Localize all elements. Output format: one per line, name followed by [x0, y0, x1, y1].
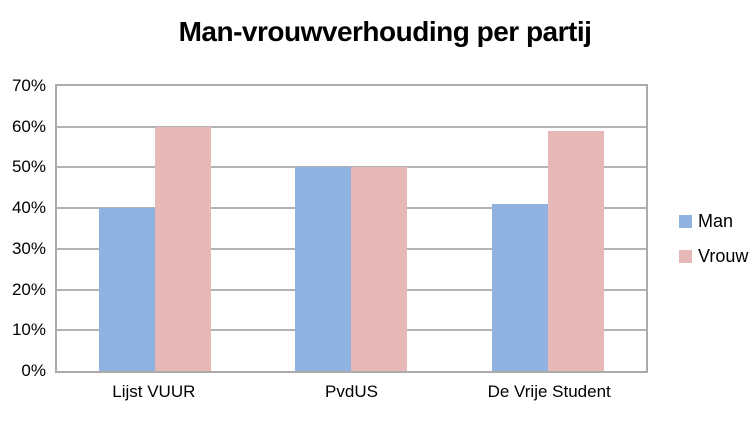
bar-man-pvdus [295, 167, 352, 371]
legend: Man Vrouw [679, 209, 748, 279]
y-tick-label-0: 0% [21, 361, 46, 380]
chart-title: Man-vrouwverhouding per partij [178, 16, 592, 47]
bar-group-lijst-vuur [57, 86, 253, 371]
y-tick-label-70: 70% [11, 76, 46, 95]
legend-label-vrouw: Vrouw [698, 246, 749, 266]
bar-vrouw-pvdus [351, 167, 408, 371]
y-tick-label-40: 40% [11, 198, 46, 218]
y-tick-label-20: 20% [11, 279, 46, 299]
legend-swatch-icon-vrouw [679, 249, 692, 263]
y-axis-tick-labels: 0% 10% 20% 30% 40% 50% 60% 70% [0, 77, 46, 380]
legend-item-vrouw: Vrouw [679, 244, 748, 268]
bar-group-de-vrije-student [450, 86, 646, 371]
plot-area [55, 84, 648, 373]
bar-man-de-vrije-student [491, 204, 548, 371]
gridline-60 [57, 125, 646, 128]
x-category-label-pvdus: PvdUS [325, 382, 378, 401]
y-tick-label-10: 10% [11, 320, 46, 340]
bar-vrouw-lijst-vuur [155, 126, 212, 371]
x-category-label-de-vrije-student: De Vrije Student [487, 382, 611, 401]
x-axis-category-labels: Lijst VUUR PvdUS De Vrije Student [55, 382, 648, 402]
bar-vrouw-de-vrije-student [547, 130, 604, 371]
bars [57, 86, 646, 371]
y-tick-label-60: 60% [11, 116, 46, 136]
legend-label-man: Man [698, 211, 734, 231]
bar-man-lijst-vuur [99, 208, 156, 371]
bar-group-pvdus [253, 86, 449, 371]
y-tick-label-30: 30% [11, 238, 46, 258]
legend-item-man: Man [679, 209, 748, 233]
y-tick-label-50: 50% [11, 157, 46, 177]
legend-swatch-icon-man [679, 214, 692, 228]
x-category-label-lijst-vuur: Lijst VUUR [112, 382, 196, 401]
